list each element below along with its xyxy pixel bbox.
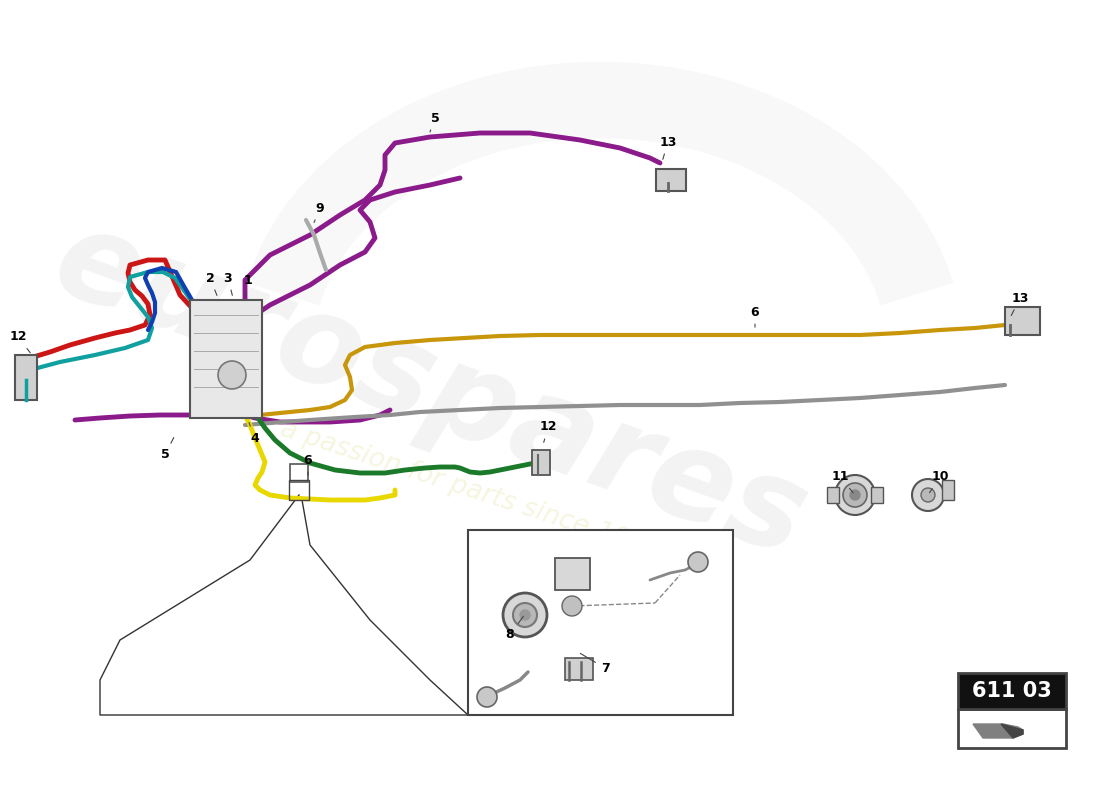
Circle shape — [912, 479, 944, 511]
Circle shape — [562, 596, 582, 616]
Circle shape — [503, 593, 547, 637]
Bar — [958, 709, 1066, 748]
Text: 12: 12 — [9, 330, 31, 353]
Text: 6: 6 — [304, 454, 312, 475]
Circle shape — [835, 475, 874, 515]
Bar — [827, 487, 839, 503]
Text: 611 03: 611 03 — [972, 681, 1052, 701]
Bar — [942, 480, 954, 500]
Bar — [565, 658, 593, 680]
Text: 13: 13 — [659, 135, 676, 159]
Text: a passion for parts since 1985: a passion for parts since 1985 — [276, 416, 663, 564]
Circle shape — [688, 552, 708, 572]
Text: 5: 5 — [161, 438, 174, 462]
Bar — [958, 673, 1066, 709]
Text: 11: 11 — [832, 470, 854, 493]
Bar — [871, 487, 883, 503]
Text: eurospares: eurospares — [39, 198, 822, 582]
Text: 3: 3 — [223, 271, 232, 295]
Text: 10: 10 — [930, 470, 948, 493]
Bar — [290, 464, 308, 482]
Bar — [1005, 307, 1040, 335]
Circle shape — [850, 490, 860, 500]
Bar — [190, 300, 262, 418]
Text: 1: 1 — [243, 274, 252, 295]
Bar — [289, 480, 309, 500]
Circle shape — [513, 603, 537, 627]
Circle shape — [477, 687, 497, 707]
Text: 7: 7 — [581, 654, 609, 674]
Circle shape — [921, 488, 935, 502]
Circle shape — [218, 361, 246, 389]
Text: 6: 6 — [750, 306, 759, 327]
Bar — [656, 169, 686, 191]
Bar — [15, 355, 37, 400]
Bar — [468, 530, 733, 715]
Bar — [556, 558, 590, 590]
Text: 13: 13 — [1011, 291, 1028, 315]
Text: 4: 4 — [249, 422, 260, 445]
Polygon shape — [974, 724, 1023, 738]
Circle shape — [520, 610, 530, 620]
Text: 8: 8 — [506, 616, 524, 642]
Text: 2: 2 — [206, 271, 217, 295]
Text: 12: 12 — [539, 421, 557, 442]
Text: 5: 5 — [430, 111, 439, 132]
Polygon shape — [1001, 724, 1023, 738]
Text: 9: 9 — [315, 202, 324, 222]
Bar — [532, 450, 550, 475]
Circle shape — [843, 483, 867, 507]
